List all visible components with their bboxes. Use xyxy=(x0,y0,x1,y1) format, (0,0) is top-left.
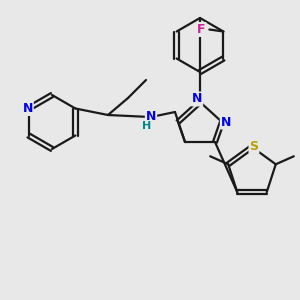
Text: F: F xyxy=(197,23,206,36)
Text: N: N xyxy=(146,110,156,124)
Text: N: N xyxy=(192,92,202,106)
Text: N: N xyxy=(22,102,33,115)
Text: S: S xyxy=(250,140,259,152)
Text: H: H xyxy=(142,121,152,131)
Text: N: N xyxy=(221,116,231,128)
